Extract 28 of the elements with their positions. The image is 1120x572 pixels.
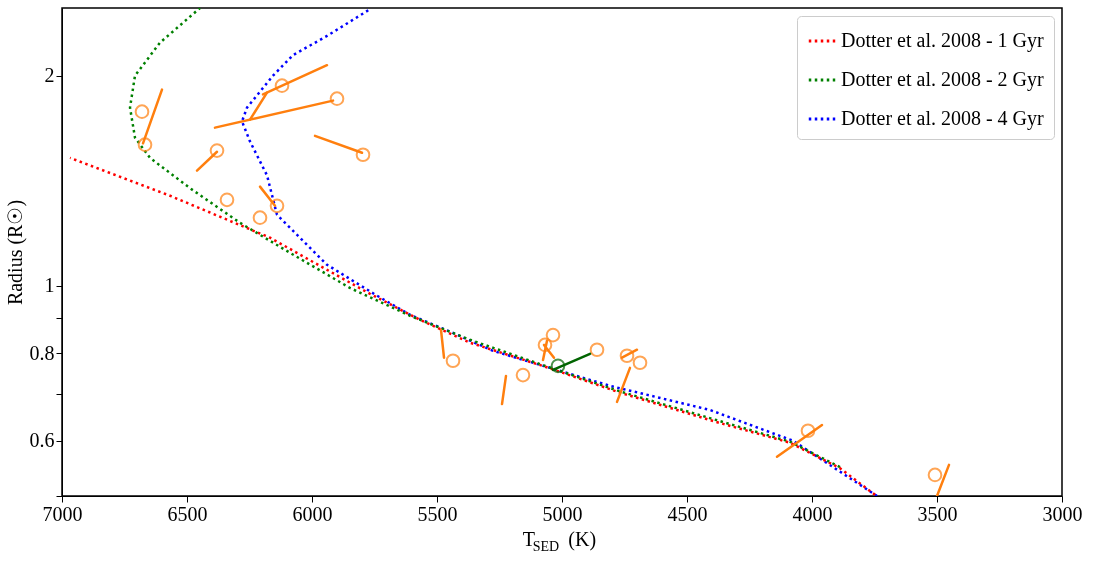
- point: [329, 91, 345, 106]
- legend-label: Dotter et al. 2008 - 2 Gyr: [841, 68, 1045, 91]
- y-axis-title: Radius (R☉): [3, 199, 27, 306]
- x-tick-label: 5500: [417, 502, 458, 525]
- point: [219, 192, 235, 208]
- point: [632, 355, 648, 371]
- x-tick-label: 3000: [1042, 502, 1083, 525]
- x-tick-label: 3500: [917, 502, 958, 525]
- x-tick-label: 6500: [167, 502, 208, 525]
- point: [589, 342, 605, 358]
- legend-label: Dotter et al. 2008 - 1 Gyr: [841, 29, 1045, 52]
- x-tick-label: 5000: [542, 502, 583, 525]
- point: [252, 210, 268, 225]
- point: [927, 467, 943, 483]
- x-tick-label: 6000: [292, 502, 333, 525]
- y-tick-label: 2: [44, 64, 55, 87]
- x-tick-label: 4000: [792, 502, 833, 525]
- point: [445, 353, 461, 369]
- x-tick-label: 4500: [667, 502, 708, 525]
- y-tick-label: 1: [44, 274, 55, 297]
- y-tick-label: 0.8: [29, 341, 55, 364]
- y-tick-label: 0.6: [29, 429, 55, 452]
- point: [545, 327, 561, 343]
- point: [355, 147, 371, 163]
- point: [515, 367, 531, 383]
- point: [550, 358, 566, 374]
- legend-label: Dotter et al. 2008 - 4 Gyr: [841, 107, 1045, 130]
- x-tick-label: 7000: [42, 502, 83, 525]
